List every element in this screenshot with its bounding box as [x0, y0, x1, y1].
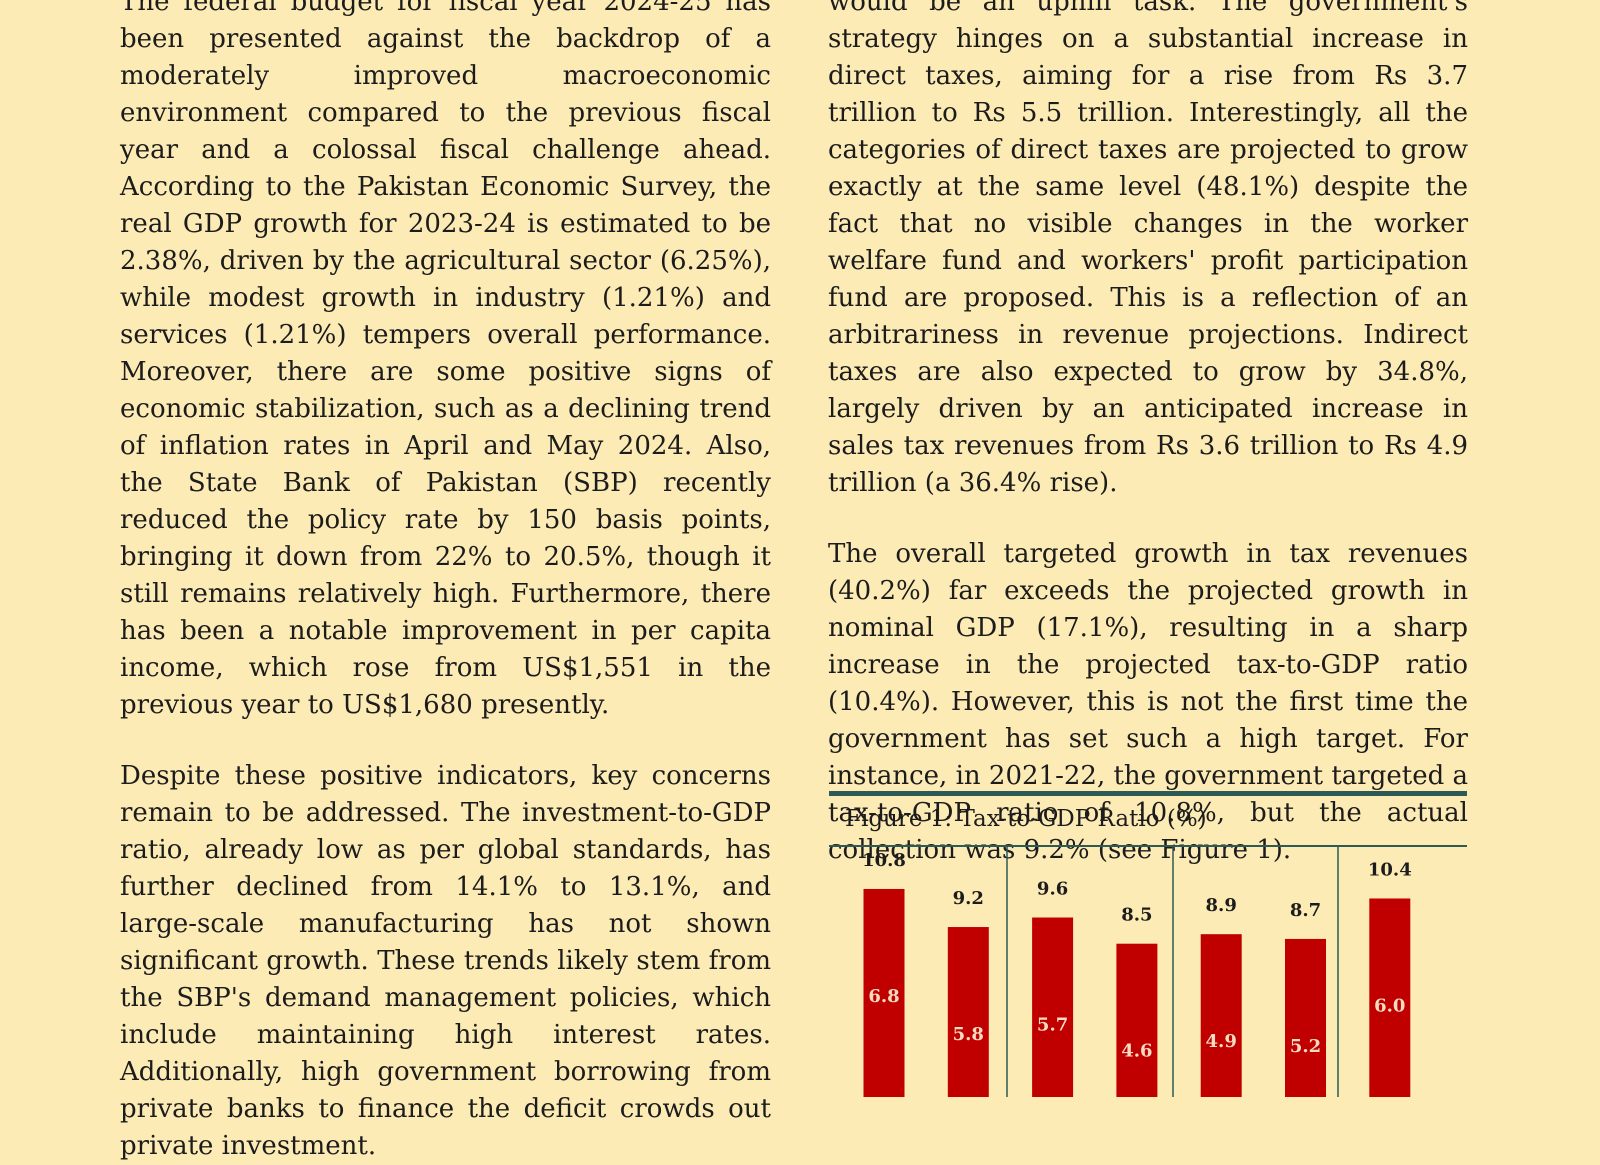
- tax-to-gdp-chart: 10.8 6.8 9.2 5.8 9.6 5.7 8.5 4.6 8.9 4.9 8.7 5.2 10.…: [862, 847, 1412, 1097]
- paragraph: The federal budget for fiscal year 2024-…: [120, 0, 771, 720]
- figure-title-rule: [829, 845, 1467, 847]
- right-column: would be an uphill task. The government'…: [828, 0, 1468, 869]
- bar-inner-label: 6.0: [1374, 995, 1405, 1016]
- bar-value-label: 10.8: [862, 850, 906, 871]
- figure-1: Figure 1: Tax-to-GDP Ratio (%) 10.8 6.8 9.…: [829, 791, 1467, 1097]
- bar: [863, 888, 905, 1097]
- bar: [1200, 934, 1242, 1097]
- bar: [1032, 917, 1074, 1097]
- bar-value-label: 9.2: [953, 888, 984, 909]
- bar-inner-label: 5.7: [1037, 1015, 1068, 1036]
- paragraph: The overall targeted growth in tax reven…: [828, 539, 1469, 865]
- bar-value-label: 8.5: [1121, 905, 1152, 926]
- bar: [1369, 898, 1411, 1097]
- left-column: The federal budget for fiscal year 2024-…: [120, 0, 771, 1165]
- bar-inner-label: 5.8: [953, 1024, 984, 1045]
- bar-value-label: 8.7: [1290, 900, 1321, 921]
- bar-value-label: 8.9: [1206, 895, 1237, 916]
- bar-inner-label: 5.2: [1290, 1036, 1321, 1057]
- bar-value-label: 10.4: [1368, 859, 1412, 880]
- bar-inner-label: 4.9: [1206, 1031, 1237, 1052]
- bar: [947, 927, 989, 1097]
- paragraph: would be an uphill task. The government'…: [828, 0, 1468, 498]
- bar-inner-label: 4.6: [1121, 1041, 1152, 1062]
- bar: [1285, 938, 1326, 1097]
- paragraph: Despite these positive indicators, key c…: [120, 761, 771, 1161]
- bar-value-label: 9.6: [1037, 879, 1068, 900]
- figure-title: Figure 1: Tax-to-GDP Ratio (%): [845, 806, 1207, 832]
- bar-inner-label: 6.8: [868, 986, 899, 1007]
- bar: [1116, 943, 1158, 1097]
